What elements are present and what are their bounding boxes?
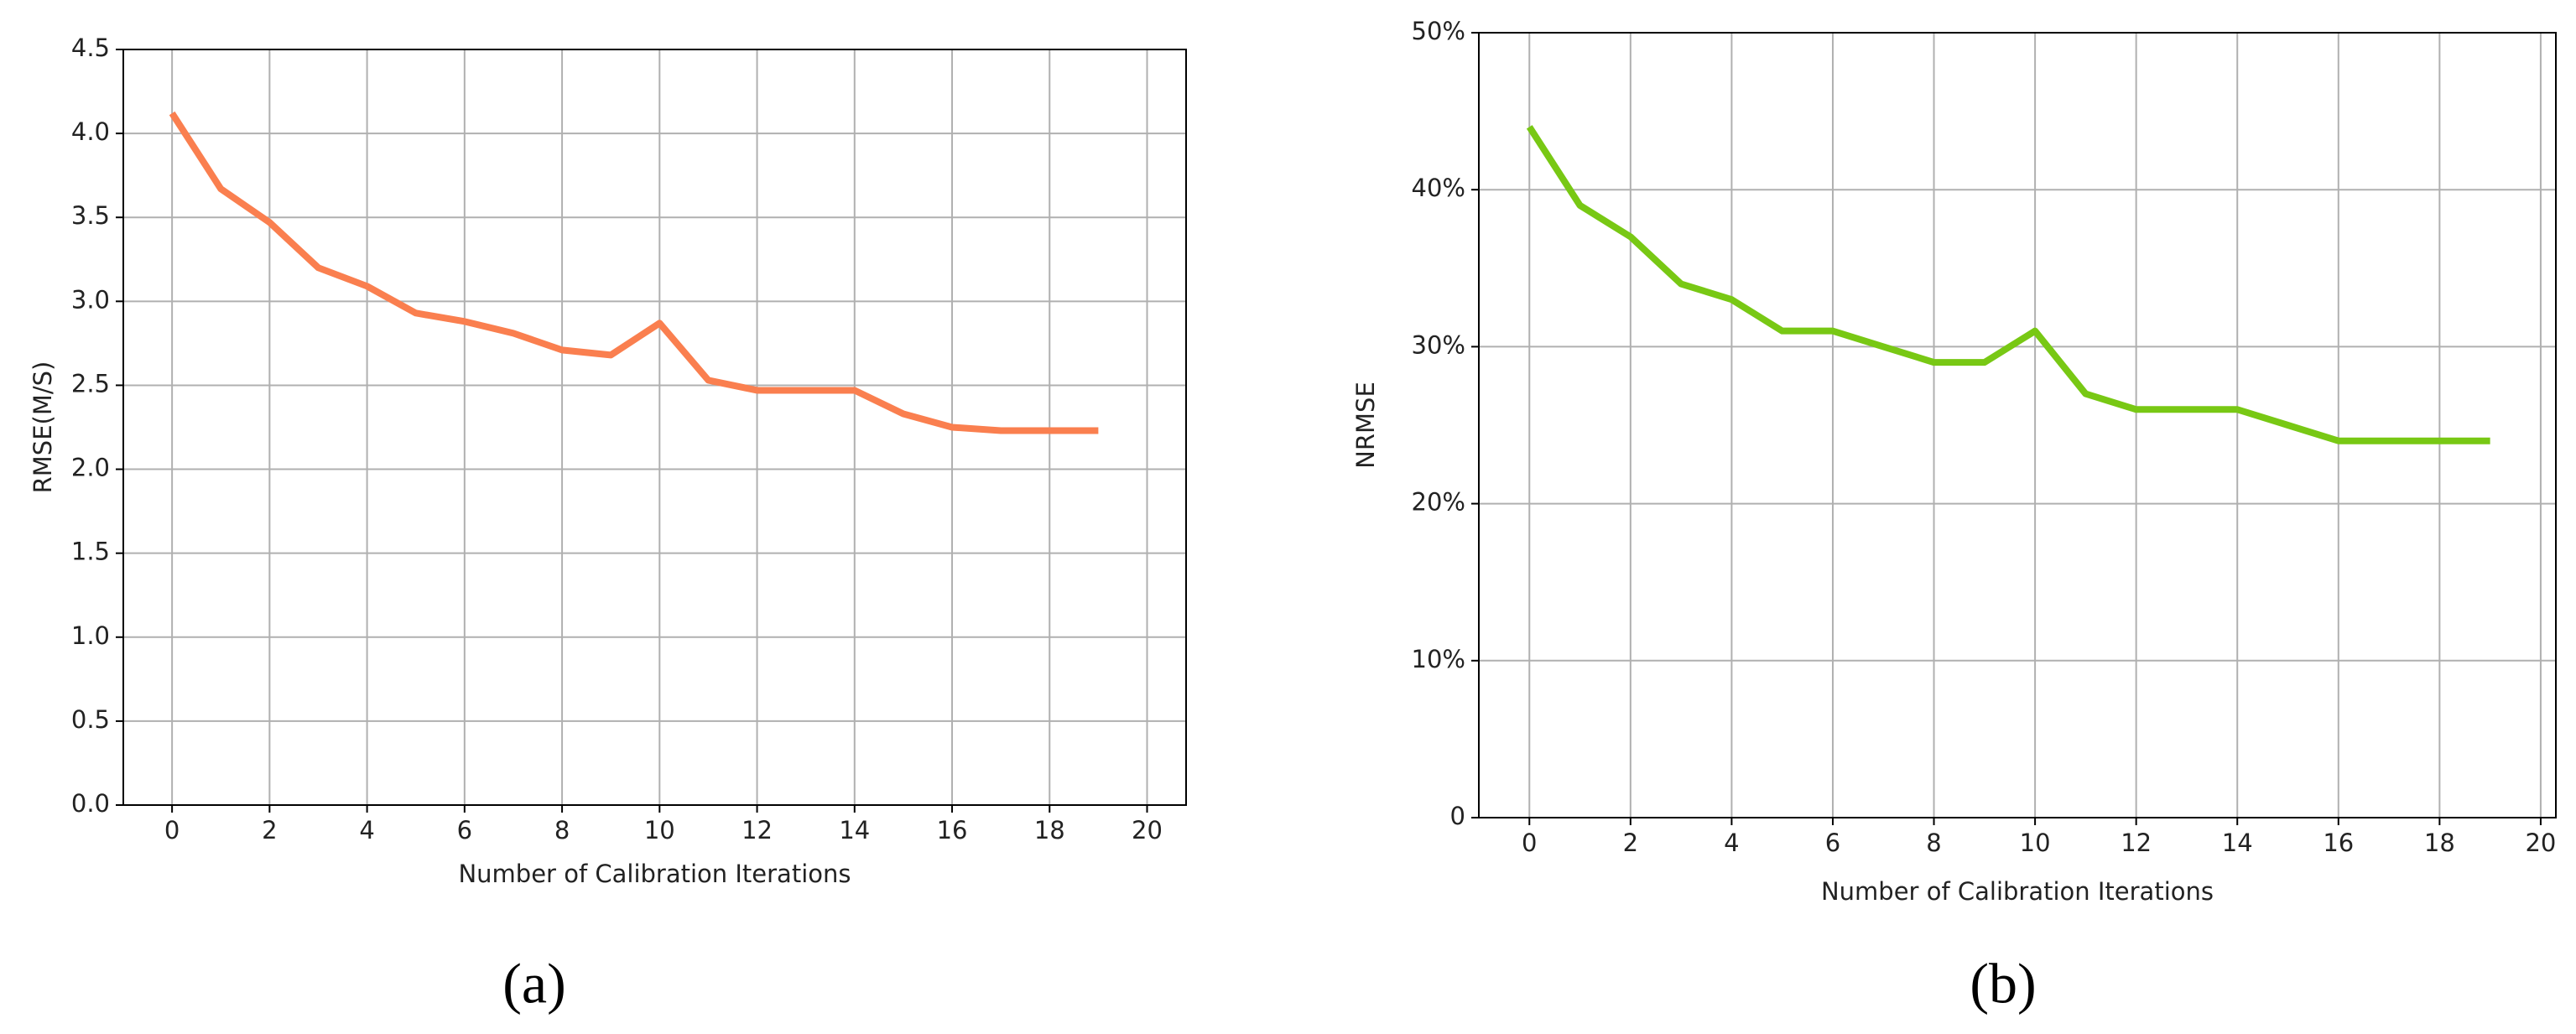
x-tick-label: 8 [1926,829,1941,857]
y-tick-label: 2.0 [71,454,110,482]
x-tick-label: 6 [457,816,472,844]
x-tick-label: 20 [1132,816,1163,844]
y-tick-label: 1.0 [71,621,110,650]
x-tick-label: 4 [359,816,374,844]
y-axis-label: RMSE(M/S) [29,361,57,494]
x-axis-label: Number of Calibration Iterations [1821,877,2214,906]
x-tick-label: 4 [1724,829,1739,857]
y-tick-label: 4.5 [71,34,110,62]
y-tick-label: 0 [1450,802,1465,830]
y-tick-label: 1.5 [71,538,110,566]
y-tick-label: 20% [1412,488,1465,517]
x-tick-label: 18 [2424,829,2455,857]
x-axis-label: Number of Calibration Iterations [458,860,851,888]
x-tick-label: 2 [262,816,277,844]
x-tick-label: 16 [2323,829,2354,857]
x-tick-label: 18 [1034,816,1065,844]
y-axis-label: NRMSE [1351,382,1380,469]
y-tick-label: 0.0 [71,789,110,818]
y-tick-label: 3.5 [71,201,110,230]
data-line [1526,125,2490,444]
x-tick-label: 0 [164,816,180,844]
y-tick-label: 4.0 [71,117,110,146]
plot-frame [1478,32,2557,818]
x-tick-label: 10 [644,816,675,844]
x-tick-label: 10 [2020,829,2051,857]
x-tick-label: 6 [1825,829,1840,857]
x-tick-label: 14 [839,816,870,844]
x-tick-label: 12 [2121,829,2152,857]
data-line [169,111,1099,434]
y-tick-label: 40% [1412,174,1465,202]
x-tick-label: 14 [2222,829,2253,857]
x-tick-label: 16 [937,816,968,844]
x-tick-label: 8 [554,816,570,844]
x-tick-label: 0 [1522,829,1537,857]
plot-frame [122,49,1187,806]
y-tick-label: 2.5 [71,369,110,397]
y-tick-label: 3.0 [71,285,110,314]
y-tick-label: 0.5 [71,705,110,734]
y-tick-label: 50% [1412,17,1465,45]
x-tick-label: 2 [1623,829,1638,857]
x-tick-label: 12 [742,816,773,844]
y-tick-label: 10% [1412,645,1465,673]
y-tick-label: 30% [1412,330,1465,359]
caption: (b) [1970,952,2036,1016]
caption: (a) [502,952,565,1016]
x-tick-label: 20 [2525,829,2556,857]
